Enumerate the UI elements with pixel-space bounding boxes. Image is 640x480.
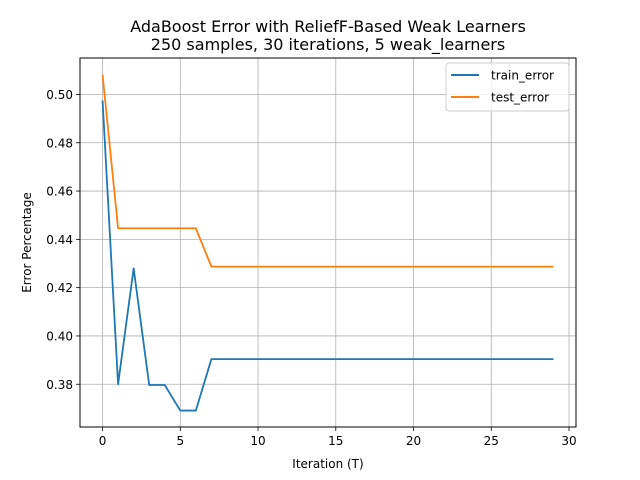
legend: train_error test_error bbox=[445, 62, 570, 112]
x-tick-label: 25 bbox=[484, 434, 499, 448]
chart-title-line-1: AdaBoost Error with ReliefF-Based Weak L… bbox=[130, 17, 526, 36]
x-tick-label: 10 bbox=[250, 434, 265, 448]
legend-label-test-error: test_error bbox=[491, 91, 549, 105]
x-tick-label: 5 bbox=[176, 434, 184, 448]
chart-title-line-2: 250 samples, 30 iterations, 5 weak_learn… bbox=[151, 35, 505, 55]
y-tick-label: 0.50 bbox=[46, 88, 73, 102]
grid bbox=[80, 58, 576, 427]
series-line-train-error bbox=[101, 100, 554, 412]
x-tick-label: 0 bbox=[99, 434, 107, 448]
x-tick-label: 30 bbox=[561, 434, 576, 448]
series-lines bbox=[101, 74, 554, 412]
x-tick-label: 20 bbox=[406, 434, 421, 448]
y-tick-label: 0.44 bbox=[46, 233, 73, 247]
axis-ticks: 0 5 10 15 20 25 30 0.38 0.40 0.42 0.44 0.46 0.48 0.50 bbox=[46, 88, 576, 448]
y-tick-label: 0.48 bbox=[46, 136, 73, 150]
y-tick-label: 0.42 bbox=[46, 281, 73, 295]
x-axis-label: Iteration (T) bbox=[292, 457, 363, 471]
y-tick-label: 0.38 bbox=[46, 378, 73, 392]
x-tick-label: 15 bbox=[328, 434, 343, 448]
y-axis-label: Error Percentage bbox=[20, 192, 34, 293]
y-tick-label: 0.40 bbox=[46, 329, 73, 343]
series-line-test-error bbox=[101, 74, 554, 268]
plot-frame bbox=[79, 57, 577, 428]
y-tick-label: 0.46 bbox=[46, 185, 73, 199]
legend-label-train-error: train_error bbox=[491, 69, 554, 83]
